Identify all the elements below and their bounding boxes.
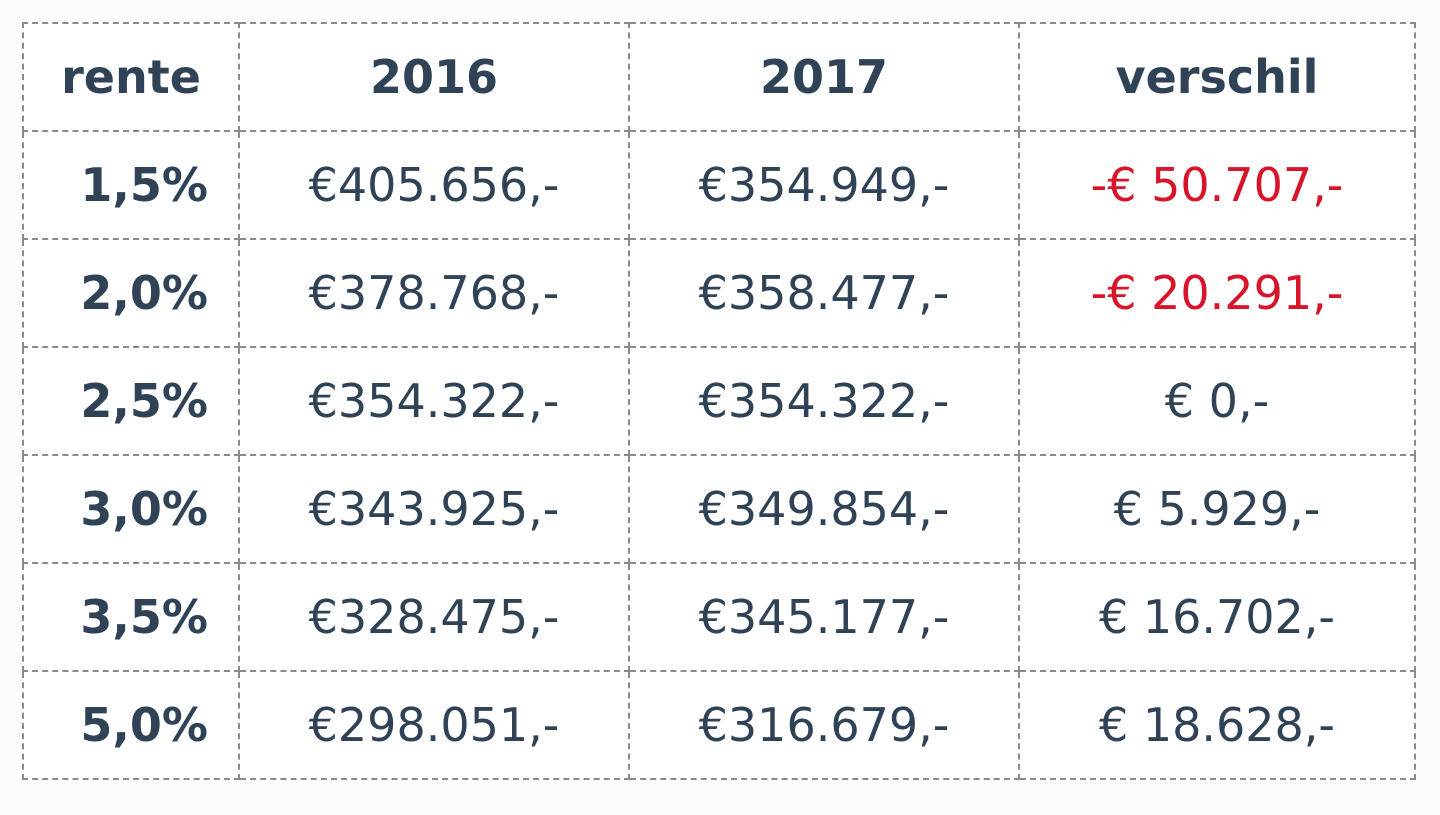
rate-cell: 2,0% xyxy=(22,238,240,348)
amount-cell: €316.679,- xyxy=(628,670,1020,780)
header-cell: 2017 xyxy=(628,22,1020,132)
table-row: 3,5% €328.475,- €345.177,- € 16.702,- xyxy=(22,562,1416,672)
amount-cell: €354.322,- xyxy=(238,346,630,456)
rate-table: rente 2016 2017 verschil 1,5% €405.656,- €354… xyxy=(22,22,1416,780)
amount-cell: €378.768,- xyxy=(238,238,630,348)
rate-cell: 5,0% xyxy=(22,670,240,780)
table-row: 2,5% €354.322,- €354.322,- € 0,- xyxy=(22,346,1416,456)
table-row: 2,0% €378.768,- €358.477,- -€ 20.291,- xyxy=(22,238,1416,348)
amount-cell: € 16.702,- xyxy=(1018,562,1416,672)
amount-cell: €358.477,- xyxy=(628,238,1020,348)
table-row: 5,0% €298.051,- €316.679,- € 18.628,- xyxy=(22,670,1416,780)
amount-cell: €349.854,- xyxy=(628,454,1020,564)
header-cell: 2016 xyxy=(238,22,630,132)
amount-cell: €354.322,- xyxy=(628,346,1020,456)
amount-cell: €345.177,- xyxy=(628,562,1020,672)
amount-cell: €405.656,- xyxy=(238,130,630,240)
amount-cell: €343.925,- xyxy=(238,454,630,564)
table-row: 3,0% €343.925,- €349.854,- € 5.929,- xyxy=(22,454,1416,564)
amount-cell: € 18.628,- xyxy=(1018,670,1416,780)
amount-cell: € 5.929,- xyxy=(1018,454,1416,564)
header-cell: rente xyxy=(22,22,240,132)
amount-cell: €328.475,- xyxy=(238,562,630,672)
amount-cell: € 0,- xyxy=(1018,346,1416,456)
rate-cell: 1,5% xyxy=(22,130,240,240)
header-row: rente 2016 2017 verschil xyxy=(22,22,1416,132)
amount-cell: -€ 20.291,- xyxy=(1018,238,1416,348)
amount-cell: -€ 50.707,- xyxy=(1018,130,1416,240)
table-body: 1,5% €405.656,- €354.949,- -€ 50.707,- 2,0% €… xyxy=(22,130,1416,780)
table-row: 1,5% €405.656,- €354.949,- -€ 50.707,- xyxy=(22,130,1416,240)
rate-cell: 2,5% xyxy=(22,346,240,456)
header-cell: verschil xyxy=(1018,22,1416,132)
amount-cell: €298.051,- xyxy=(238,670,630,780)
rate-cell: 3,5% xyxy=(22,562,240,672)
amount-cell: €354.949,- xyxy=(628,130,1020,240)
rate-cell: 3,0% xyxy=(22,454,240,564)
